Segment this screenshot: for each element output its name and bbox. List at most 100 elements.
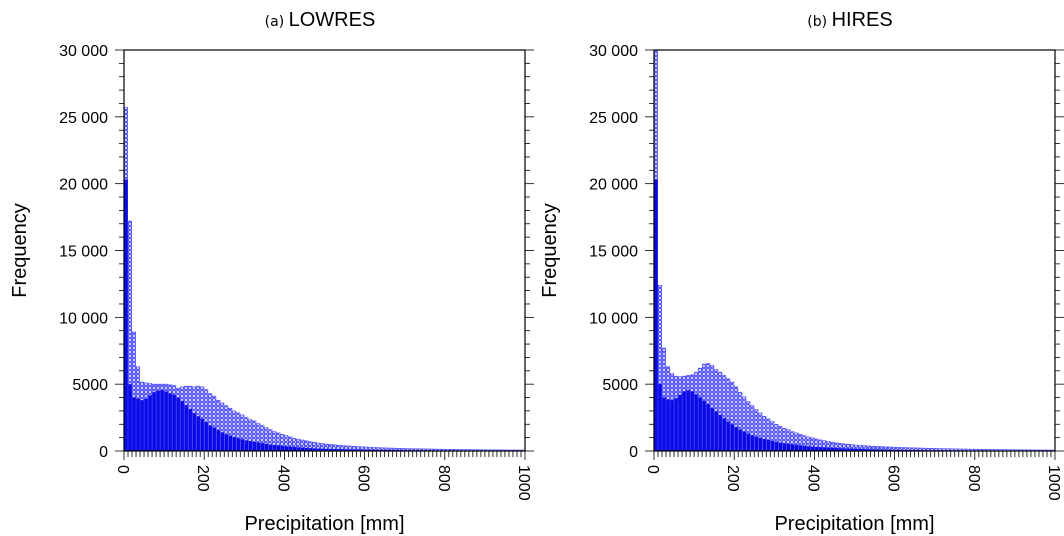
bar-solid-41 [288, 446, 293, 451]
bar-solid-0 [654, 179, 658, 451]
bar-solid-27 [762, 438, 766, 451]
bar-solid-20 [204, 422, 208, 451]
bar-solid-57 [352, 449, 357, 451]
bar-solid-24 [220, 432, 224, 451]
panel-title: (b) HIRES [807, 9, 892, 31]
x-tick-label: 200 [194, 465, 211, 492]
bar-solid-60 [364, 449, 369, 451]
bar-solid-8 [686, 390, 690, 451]
panel-letter: (a) [265, 14, 289, 30]
bar-solid-0 [124, 179, 128, 451]
panel-lowres: 0 5000 10 000 15 000 20 000 25 000 30 000 0 200 4… [9, 9, 534, 535]
y-tick-label: 20 000 [589, 177, 638, 194]
bar-solid-56 [878, 449, 883, 451]
bar-solid-38 [276, 445, 281, 451]
bar-solid-18 [726, 421, 730, 451]
bar-solid-46 [308, 448, 313, 451]
bar-solid-26 [758, 437, 762, 451]
bar-solid-34 [790, 444, 795, 451]
bar-solid-22 [212, 427, 216, 451]
y-tick-label: 30 000 [589, 43, 638, 60]
bar-solid-23 [216, 430, 220, 451]
x-tick-label: 600 [885, 465, 902, 492]
bar-solid-51 [328, 448, 333, 451]
bar-solid-61 [368, 449, 373, 451]
bar-solid-19 [730, 424, 734, 451]
bar-solid-9 [690, 391, 694, 451]
y-tick-label: 20 000 [59, 177, 108, 194]
series-hatched [124, 107, 525, 452]
bar-solid-35 [264, 443, 269, 451]
bar-solid-54 [870, 449, 875, 451]
bar-solid-30 [774, 441, 779, 451]
bar-solid-25 [754, 436, 758, 451]
y-axis-title: Frequency [9, 203, 31, 298]
bar-solid-54 [340, 449, 345, 451]
bar-solid-45 [304, 447, 309, 451]
bar-solid-43 [826, 447, 831, 451]
panel-title: (a) LOWRES [265, 9, 376, 31]
bar-solid-10 [164, 391, 168, 451]
y-axis-title: Frequency [539, 203, 561, 298]
x-axis-title: Precipitation [mm] [774, 513, 934, 535]
y-tick-label: 10 000 [59, 310, 108, 327]
bar-solid-57 [882, 449, 887, 451]
bar-solid-10 [694, 394, 698, 451]
bar-solid-26 [228, 435, 232, 451]
bar-solid-11 [168, 393, 172, 451]
bar-solid-4 [140, 400, 144, 451]
bar-solid-3 [136, 398, 140, 451]
series-solid [654, 179, 1055, 451]
bar-solid-17 [722, 418, 726, 451]
bar-solid-6 [148, 395, 152, 451]
panel-name: LOWRES [289, 9, 376, 31]
bar-solid-37 [802, 445, 807, 451]
bar-solid-31 [248, 441, 253, 451]
bar-solid-44 [830, 447, 835, 451]
x-tick-label: 600 [355, 465, 372, 492]
x-tick-label: 400 [274, 465, 291, 492]
bar-solid-52 [862, 449, 867, 451]
bar-solid-17 [192, 412, 196, 451]
bar-solid-21 [738, 429, 742, 451]
bar-solid-36 [798, 445, 803, 451]
bar-solid-55 [874, 449, 879, 451]
bar-solid-50 [324, 448, 329, 451]
bar-solid-1 [658, 384, 662, 451]
bar-solid-48 [846, 448, 851, 451]
bar-solid-60 [894, 449, 899, 451]
x-tick-label: 800 [435, 465, 452, 492]
panel-name: HIRES [832, 9, 893, 31]
bar-solid-45 [834, 448, 839, 451]
bar-solid-42 [822, 447, 827, 451]
bar-solid-39 [280, 445, 285, 451]
bar-solid-5 [144, 398, 148, 451]
bar-solid-12 [702, 400, 706, 451]
y-tick-label: 5000 [602, 377, 638, 394]
y-tick-label: 15 000 [59, 244, 108, 261]
bar-solid-23 [746, 433, 750, 451]
bar-solid-59 [890, 449, 895, 451]
bar-solid-3 [666, 399, 670, 451]
bar-solid-13 [176, 397, 180, 451]
bar-solid-32 [782, 443, 787, 451]
bar-solid-34 [260, 443, 265, 451]
bar-solid-42 [292, 447, 297, 451]
bar-solid-27 [232, 436, 236, 451]
bar-solid-28 [766, 440, 770, 451]
bar-solid-49 [320, 448, 325, 451]
plot-frame [653, 49, 1056, 452]
x-tick-label: 400 [804, 465, 821, 492]
bar-solid-43 [296, 447, 301, 451]
bar-solid-59 [360, 449, 365, 451]
bar-solid-15 [714, 411, 718, 451]
bar-solid-14 [710, 408, 714, 451]
bar-solid-30 [244, 440, 249, 451]
panel-hires: 0 5000 10 000 15 000 20 000 25 000 30 000 0 200 4… [539, 9, 1064, 535]
y-tick-label: 30 000 [59, 43, 108, 60]
bar-solid-50 [854, 448, 859, 451]
bar-solid-53 [336, 449, 341, 451]
bar-solid-39 [810, 446, 815, 451]
bar-solid-25 [224, 434, 228, 451]
